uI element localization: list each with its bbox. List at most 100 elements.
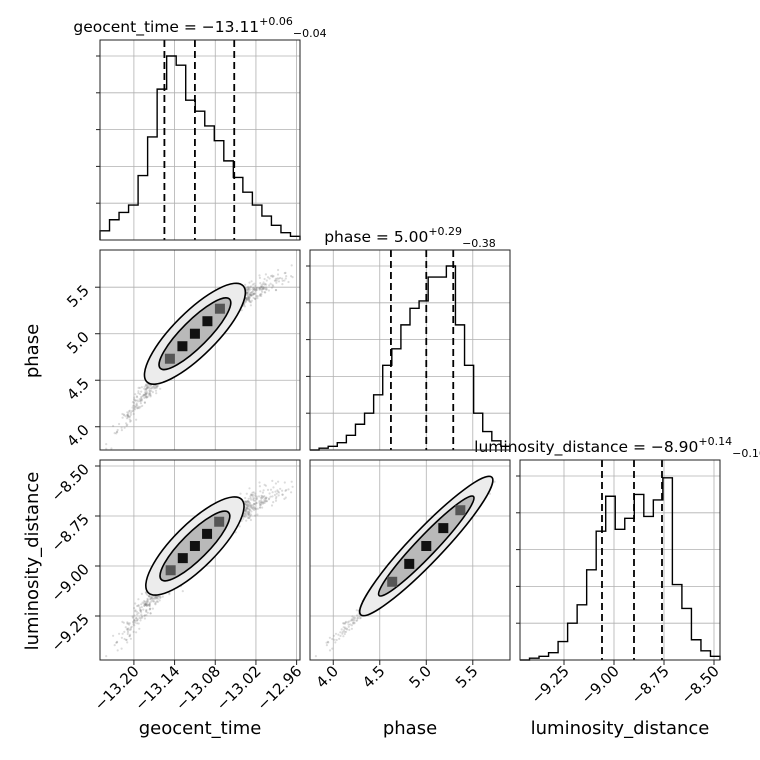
sample-point — [110, 447, 113, 450]
sample-point — [134, 399, 137, 402]
sample-point — [146, 391, 149, 395]
sample-point — [140, 613, 143, 616]
sample-point — [265, 287, 268, 290]
sample-point — [143, 401, 146, 404]
sample-point — [126, 416, 130, 419]
sample-point — [126, 411, 129, 414]
sample-point — [271, 479, 274, 482]
sample-point — [245, 519, 248, 522]
panel-frame — [309, 249, 511, 451]
sample-point — [265, 283, 268, 286]
sample-point — [255, 289, 258, 292]
sample-point — [133, 404, 136, 407]
sample-point — [120, 647, 123, 650]
sample-point — [144, 384, 148, 387]
sample-point — [250, 293, 253, 297]
sample-point — [259, 293, 262, 296]
sample-point — [260, 294, 263, 298]
sample-point — [271, 491, 274, 494]
sample-point — [244, 515, 247, 519]
sample-point — [124, 626, 127, 629]
sample-point — [269, 282, 272, 285]
sample-point — [263, 277, 266, 281]
sample-point — [261, 285, 264, 288]
sample-point — [154, 386, 157, 389]
sample-point — [143, 396, 146, 399]
sample-point — [116, 640, 119, 644]
sample-point — [118, 632, 121, 635]
sample-point — [250, 294, 253, 297]
sample-point — [128, 410, 131, 413]
sample-point — [155, 385, 158, 388]
sample-point — [150, 387, 153, 390]
density-cell — [164, 353, 175, 364]
sample-point — [105, 655, 108, 658]
histogram-luminosity_distance — [520, 477, 721, 661]
sample-point — [248, 295, 251, 299]
sample-point — [105, 443, 108, 446]
sample-point — [250, 506, 253, 509]
sample-point — [253, 292, 256, 295]
sample-point — [145, 395, 148, 399]
sample-point — [276, 273, 280, 276]
sample-point — [268, 492, 271, 495]
sample-point — [139, 405, 142, 408]
sample-point — [116, 649, 119, 652]
sample-point — [246, 294, 249, 297]
sample-point — [255, 288, 258, 291]
sample-point — [147, 393, 150, 396]
sample-point — [283, 481, 286, 484]
sample-point — [145, 383, 148, 386]
sample-point — [127, 412, 130, 415]
sample-point — [252, 505, 255, 508]
sample-point — [251, 288, 254, 291]
sample-point — [145, 608, 148, 612]
sample-point — [240, 309, 243, 312]
sample-point — [290, 480, 293, 483]
sample-point — [248, 297, 251, 300]
sample-point — [281, 279, 284, 282]
sample-point — [129, 626, 132, 629]
sample-point — [254, 289, 257, 292]
sample-point — [112, 634, 115, 637]
sample-point — [252, 296, 255, 299]
sample-point — [275, 281, 278, 284]
sample-point — [252, 287, 255, 290]
sample-point — [146, 386, 149, 389]
sample-point — [271, 283, 274, 286]
sample-point — [135, 395, 138, 398]
sample-point — [247, 287, 250, 290]
sample-point — [253, 288, 256, 291]
sample-point — [128, 415, 131, 418]
sample-point — [260, 284, 263, 287]
sample-point — [244, 496, 247, 500]
sample-point — [140, 386, 143, 389]
sample-point — [137, 622, 140, 625]
sample-point — [272, 486, 275, 489]
sample-point — [264, 282, 267, 285]
sample-point — [245, 297, 248, 300]
density-cell — [214, 303, 225, 314]
sample-point — [126, 627, 129, 630]
sample-point — [243, 305, 246, 308]
sample-point — [258, 485, 261, 488]
sample-point — [263, 286, 266, 289]
sample-point — [259, 288, 262, 291]
sample-point — [264, 500, 267, 503]
sample-point — [121, 632, 124, 635]
sample-point — [134, 399, 137, 402]
sample-point — [267, 289, 270, 292]
sample-point — [126, 631, 130, 634]
sample-point — [161, 595, 164, 598]
sample-point — [247, 299, 250, 302]
sample-point — [252, 497, 255, 501]
sample-point — [115, 430, 119, 433]
sample-point — [142, 608, 145, 611]
sample-point — [139, 402, 142, 405]
sample-point — [136, 407, 139, 410]
sample-point — [143, 391, 147, 394]
sample-point — [338, 637, 341, 640]
x-axis-label-phase: phase — [383, 718, 437, 739]
sample-point — [244, 283, 247, 286]
sample-point — [145, 390, 148, 393]
